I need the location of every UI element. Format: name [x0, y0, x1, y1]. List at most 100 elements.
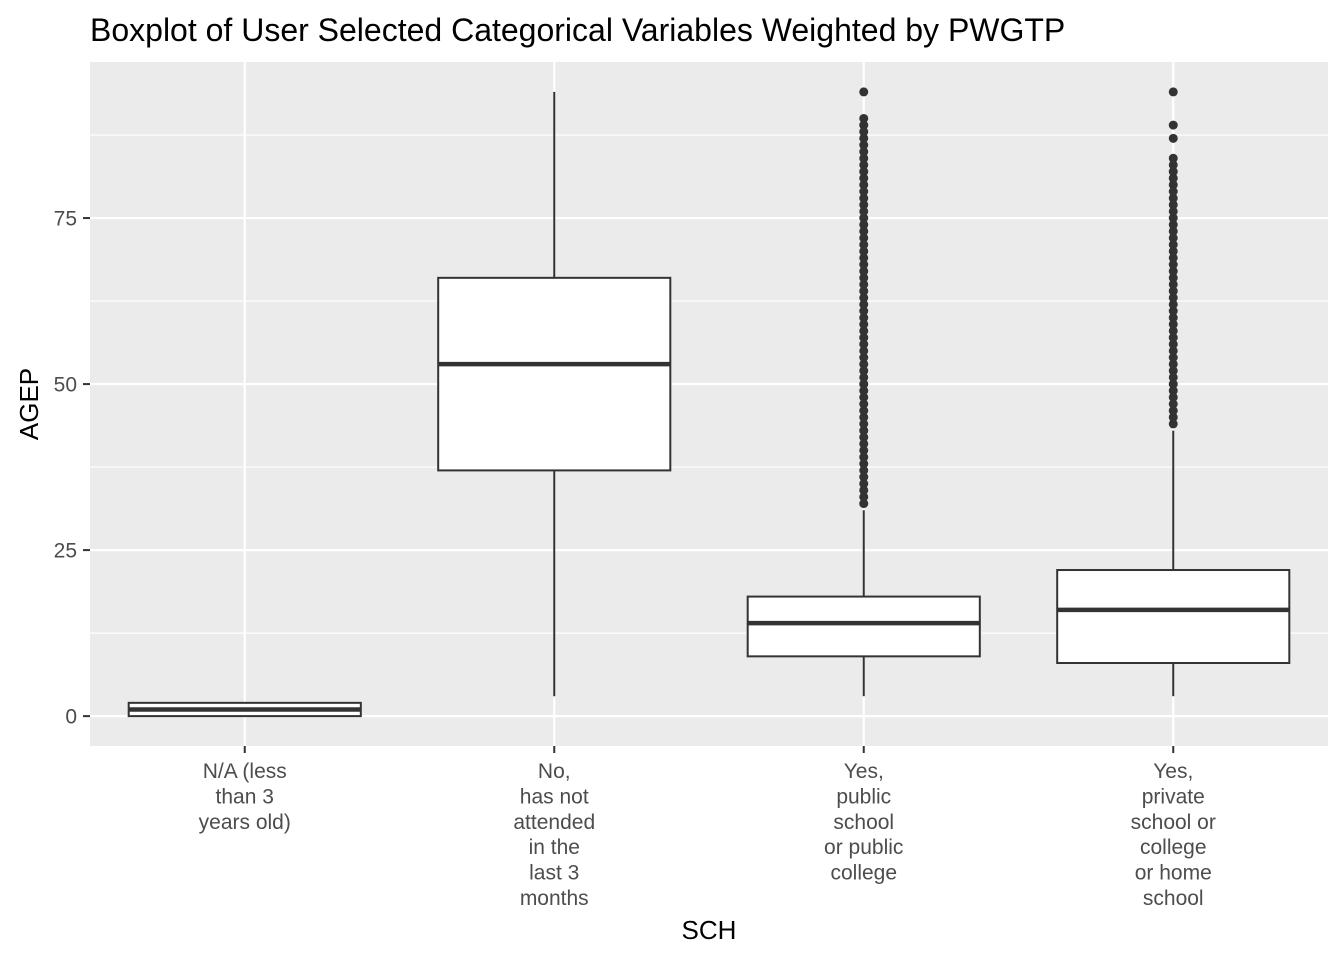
outlier-point: [1168, 386, 1178, 396]
x-tick-label-line: in the: [529, 836, 580, 859]
outlier-point: [1168, 266, 1178, 276]
x-tick-label: N/A (less than 3 years old): [199, 760, 291, 834]
x-tick-label-line: last 3: [529, 862, 579, 885]
y-axis-title: AGEP: [14, 368, 44, 440]
outlier-point: [859, 193, 869, 203]
box: [1056, 569, 1291, 664]
x-tick-label-line: private: [1142, 785, 1205, 808]
x-tick-label: Yes, private school or college or home school: [1131, 760, 1216, 910]
outlier-point: [1168, 120, 1178, 130]
outlier-point: [1168, 193, 1178, 203]
outlier-point: [1168, 286, 1178, 296]
outlier-point: [1168, 419, 1178, 429]
outlier-point: [859, 326, 869, 336]
outlier-point: [1168, 299, 1178, 309]
outlier-point: [1168, 213, 1178, 223]
outlier-point: [1168, 366, 1178, 376]
outlier-point: [1168, 153, 1178, 163]
outlier-point: [859, 260, 869, 270]
outlier-point: [859, 459, 869, 469]
chart-title: Boxplot of User Selected Categorical Var…: [90, 12, 1065, 48]
outlier-point: [859, 346, 869, 356]
outlier-point: [1168, 246, 1178, 256]
outlier-point: [1168, 253, 1178, 263]
outlier-point: [859, 406, 869, 416]
x-tick-label-line: months: [520, 887, 589, 910]
box-group: [746, 87, 981, 697]
x-tick-label: Yes, public school or public college: [824, 760, 903, 885]
outlier-point: [859, 180, 869, 190]
x-tick-label-line: N/A (less: [203, 760, 287, 783]
outlier-point: [1168, 87, 1178, 97]
outlier-point: [859, 439, 869, 449]
x-tick-label-line: Yes,: [1153, 760, 1193, 783]
box-group: [437, 91, 672, 697]
x-tick-label-line: or public: [824, 836, 903, 859]
outlier-point: [1168, 359, 1178, 369]
x-tick-label-line: has not: [520, 785, 589, 808]
y-tick-label: 50: [54, 374, 77, 397]
outlier-point: [859, 273, 869, 283]
outlier-point: [859, 472, 869, 482]
outlier-point: [1168, 240, 1178, 250]
outlier-point: [859, 359, 869, 369]
outlier-point: [1168, 226, 1178, 236]
outlier-point: [1168, 206, 1178, 216]
outlier-point: [859, 339, 869, 349]
outlier-point: [859, 353, 869, 363]
y-tick-label: 0: [65, 706, 77, 729]
outlier-point: [1168, 392, 1178, 402]
x-tick-label-line: Yes,: [844, 760, 884, 783]
outlier-point: [859, 399, 869, 409]
outlier-point: [859, 233, 869, 243]
outlier-point: [859, 465, 869, 475]
outlier-point: [1168, 346, 1178, 356]
outlier-point: [859, 246, 869, 256]
outlier-point: [859, 173, 869, 183]
y-axis: 0 25 50 75: [54, 208, 90, 729]
x-tick-label-line: public: [836, 785, 891, 808]
outlier-point: [859, 445, 869, 455]
outlier-point: [1168, 160, 1178, 170]
x-tick-label-line: school: [833, 811, 894, 834]
outlier-point: [859, 240, 869, 250]
outlier-point: [859, 167, 869, 177]
outlier-point: [1168, 293, 1178, 303]
box-group: [1056, 87, 1291, 697]
outlier-point: [859, 293, 869, 303]
outlier-point: [1168, 180, 1178, 190]
outlier-point: [1168, 313, 1178, 323]
outlier-point: [859, 133, 869, 143]
outlier-point: [859, 113, 869, 123]
x-tick-label-line: school: [1143, 887, 1204, 910]
x-tick-label-line: No,: [538, 760, 571, 783]
outlier-point: [859, 206, 869, 216]
outlier-point: [1168, 200, 1178, 210]
outlier-point: [859, 266, 869, 276]
outlier-point: [1168, 326, 1178, 336]
outlier-point: [859, 226, 869, 236]
outlier-point: [859, 200, 869, 210]
outlier-point: [1168, 353, 1178, 363]
outlier-point: [1168, 379, 1178, 389]
outlier-point: [859, 153, 869, 163]
outlier-point: [859, 492, 869, 502]
outlier-point: [1168, 333, 1178, 343]
outlier-point: [859, 499, 869, 509]
boxes-layer: [127, 87, 1291, 718]
outlier-point: [859, 479, 869, 489]
outlier-point: [859, 432, 869, 442]
box: [437, 276, 672, 472]
outlier-point: [859, 313, 869, 323]
outlier-point: [859, 333, 869, 343]
outlier-point: [1168, 167, 1178, 177]
outlier-point: [859, 372, 869, 382]
outlier-point: [859, 279, 869, 289]
outlier-point: [1168, 279, 1178, 289]
outlier-point: [859, 160, 869, 170]
outlier-point: [1168, 273, 1178, 283]
outlier-point: [859, 286, 869, 296]
outlier-point: [1168, 133, 1178, 143]
outlier-point: [1168, 233, 1178, 243]
outlier-point: [1168, 319, 1178, 329]
